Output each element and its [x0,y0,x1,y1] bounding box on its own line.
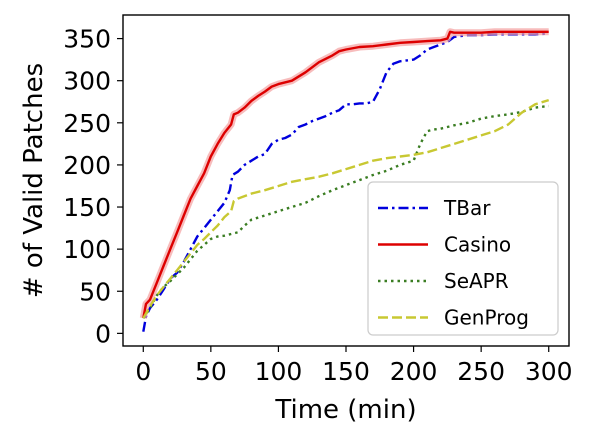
series-line-tbar [142,32,549,332]
legend-label-casino: Casino [444,233,511,257]
x-tick-label: 150 [322,357,370,386]
series-line-genprog [142,98,550,319]
y-tick-label: 100 [63,235,111,264]
legend-label-tbar: TBar [443,196,491,220]
legend: TBar Casino SeAPR GenProg [367,181,559,336]
legend-label-seapr: SeAPR [444,269,509,293]
y-axis-ticks: 0 50 100 150 200 250 300 350 [63,25,123,348]
y-tick-label: 350 [63,25,111,54]
x-tick-label: 200 [390,357,438,386]
x-tick-label: 0 [135,357,151,386]
x-tick-label: 50 [195,357,227,386]
legend-label-genprog: GenProg [444,306,529,330]
x-axis-ticks: 0 50 100 150 200 250 300 [135,346,573,386]
x-tick-label: 250 [457,357,505,386]
y-axis-title: # of Valid Patches [19,63,49,298]
y-tick-label: 50 [79,277,111,306]
series-layer [139,28,550,332]
series-line-seapr [142,104,549,319]
y-tick-label: 200 [63,151,111,180]
legend-box [367,181,559,336]
y-tick-label: 250 [63,109,111,138]
x-axis-title: Time (min) [274,395,416,425]
y-tick-label: 150 [63,193,111,222]
y-tick-label: 0 [95,319,111,348]
x-tick-label: 100 [255,357,303,386]
x-tick-label: 300 [525,357,573,386]
y-tick-label: 300 [63,67,111,96]
series-line-casino [142,30,549,319]
